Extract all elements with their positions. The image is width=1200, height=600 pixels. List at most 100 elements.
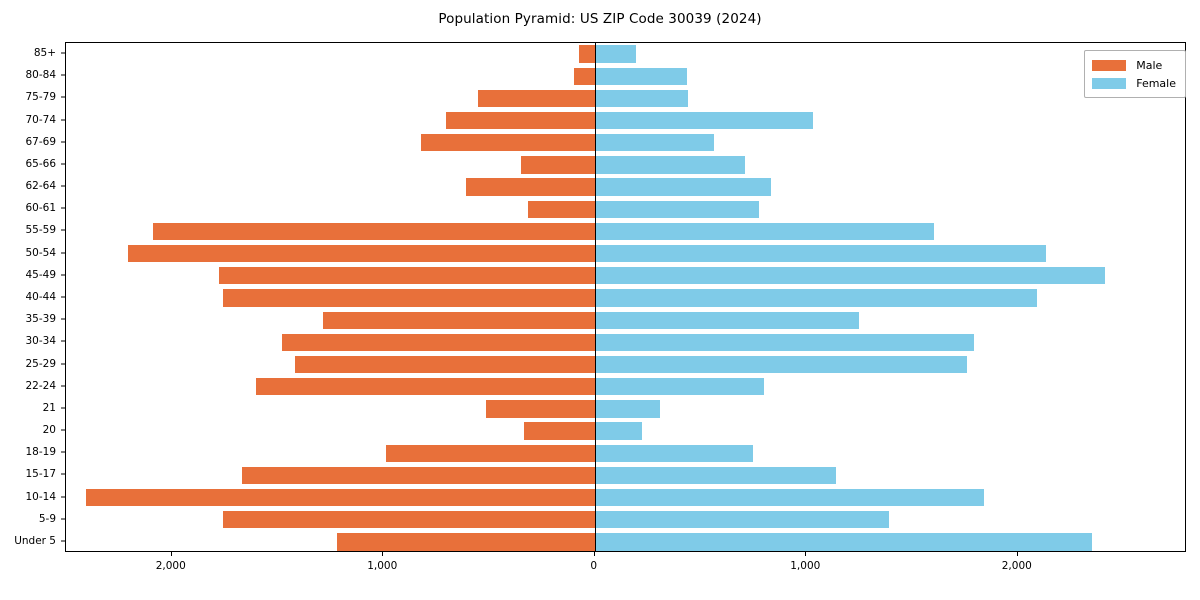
y-tick-label: 25-29 [25,357,56,370]
y-tick-mark [61,540,65,542]
bar-male-50-54 [128,245,595,263]
x-tick-label: 2,000 [1001,560,1032,572]
y-tick-label: 50-54 [25,246,56,259]
legend-swatch-icon [1092,77,1127,89]
bar-female-65-66 [594,156,745,174]
y-tick-mark [61,141,65,143]
x-tick-label: 2,000 [155,560,186,572]
legend-item: Male [1092,56,1176,74]
bar-row [66,222,1185,241]
bar-male-85- [578,45,595,63]
y-tick-label: 30-34 [25,335,56,348]
bar-row [66,311,1185,329]
x-tick-label: 1,000 [790,560,821,572]
bars-layer [66,43,1185,551]
y-tick-label: 20 [42,424,56,437]
y-tick-label: 18-19 [25,446,56,459]
x-tick-label: 1,000 [367,560,398,572]
y-tick-label: 21 [42,401,56,414]
bar-female-5-9 [594,511,889,529]
bar-row [66,511,1185,529]
y-tick-mark [61,318,65,320]
bar-male-25-29 [295,355,595,374]
bar-row [66,466,1185,485]
bar-male-18-19 [386,444,595,462]
bar-male-75-79 [478,89,595,108]
bar-row [66,444,1185,462]
x-tick-mark [382,552,384,556]
bar-male-70-74 [445,111,595,130]
x-tick-mark [593,552,595,556]
bar-male-30-34 [281,333,595,351]
bar-row [66,245,1185,263]
bar-female-under-5 [594,533,1092,551]
bar-male-5-9 [222,511,595,529]
bar-female-40-44 [594,289,1037,307]
plot-area [65,42,1186,552]
y-tick-mark [61,252,65,254]
bar-row [66,267,1185,285]
y-tick-label: 75-79 [25,91,56,104]
y-tick-label: 85+ [33,47,56,60]
bar-row [66,67,1185,85]
bar-female-45-49 [594,267,1105,285]
chart-title: Population Pyramid: US ZIP Code 30039 (2… [438,11,762,27]
legend-label: Female [1136,76,1176,90]
x-axis: 2,000 1,000 0 1,000 2,000 [65,552,1186,592]
y-tick-mark [61,473,65,475]
legend-item: Female [1092,74,1176,92]
bar-female-85- [594,45,636,63]
bar-female-10-14 [594,488,984,507]
bar-female-55-59 [594,222,935,241]
bar-male-67-69 [421,134,595,152]
y-tick-mark [61,407,65,409]
bar-female-60-61 [594,200,759,218]
y-tick-label: Under 5 [14,534,56,547]
bar-row [66,134,1185,152]
y-tick-mark [61,119,65,121]
y-tick-mark [61,96,65,98]
bar-male-65-66 [520,156,595,174]
bar-row [66,178,1185,196]
x-tick-mark [1016,552,1018,556]
bar-row [66,378,1185,396]
bar-row [66,45,1185,63]
chart-legend: Male Female [1084,50,1186,98]
bar-female-75-79 [594,89,688,108]
y-tick-mark [61,518,65,520]
bar-female-22-24 [594,378,764,396]
y-tick-label: 40-44 [25,291,56,303]
y-tick-label: 67-69 [25,135,56,148]
bar-male-62-64 [465,178,595,196]
bar-male-22-24 [256,378,595,396]
bar-male-under-5 [336,533,595,551]
bar-row [66,333,1185,351]
bar-male-15-17 [241,466,595,485]
y-tick-label: 60-61 [25,202,56,215]
bar-male-21 [485,400,595,418]
bar-female-67-69 [594,134,715,152]
bar-female-15-17 [594,466,836,485]
y-tick-label: 22-24 [25,379,56,392]
bar-male-35-39 [322,311,595,329]
bar-row [66,111,1185,130]
y-tick-label: 15-17 [25,468,56,481]
bar-male-60-61 [528,200,595,218]
y-tick-label: 5-9 [38,512,56,525]
y-tick-label: 35-39 [25,313,56,326]
bar-female-80-84 [594,67,687,85]
y-tick-label: 10-14 [25,490,56,503]
y-tick-mark [61,163,65,165]
bar-row [66,355,1185,374]
bar-female-21 [594,400,661,418]
x-tick-mark [805,552,807,556]
bar-female-30-34 [594,333,975,351]
y-tick-label: 62-64 [25,180,56,193]
legend-swatch-icon [1092,59,1127,71]
bar-row [66,156,1185,174]
legend-label: Male [1136,58,1163,72]
y-tick-mark [61,52,65,54]
bar-row [66,200,1185,218]
bar-row [66,422,1185,440]
